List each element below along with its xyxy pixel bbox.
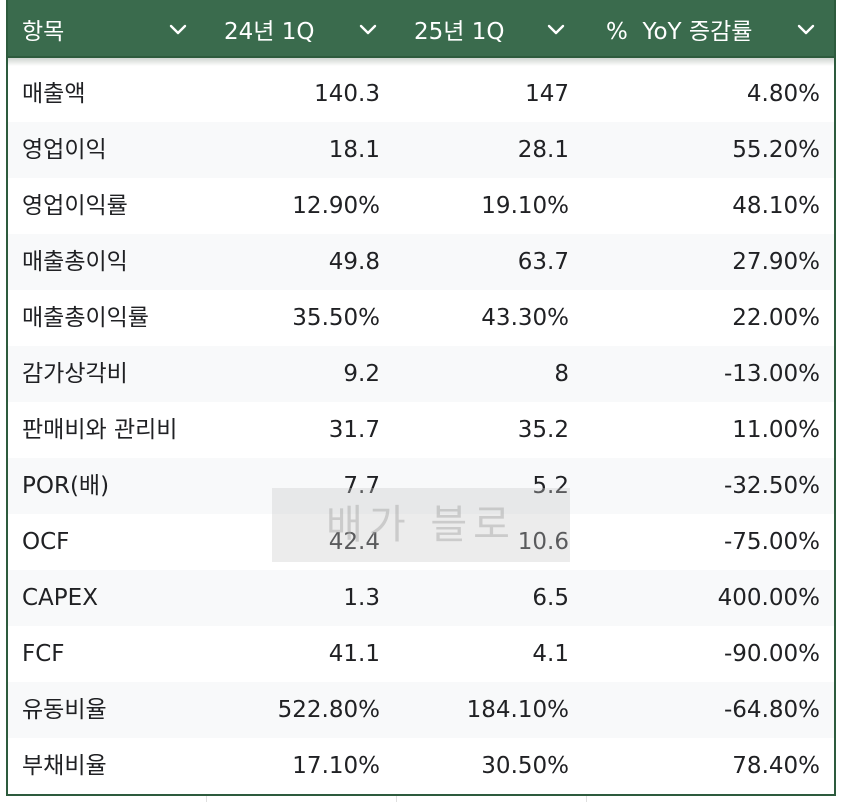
cell-yoy-value[interactable]: 27.90% — [732, 249, 820, 275]
grid-line — [396, 796, 397, 802]
header-label-q25: 25년 1Q — [414, 19, 505, 45]
cell-yoy-value[interactable]: 400.00% — [717, 585, 820, 611]
table-row[interactable]: 매출액 140.3 147 4.80% — [8, 66, 834, 122]
cell-item-name[interactable]: 부채비율 — [22, 753, 107, 779]
table-row[interactable]: POR(배) 7.7 5.2 -32.50% — [8, 458, 834, 514]
cell-item-name[interactable]: 매출총이익 — [22, 249, 128, 275]
cell-q25-value[interactable]: 5.2 — [532, 473, 569, 499]
cell-q24-value[interactable]: 140.3 — [314, 81, 380, 107]
header-label-item: 항목 — [22, 19, 65, 45]
table-row[interactable]: FCF 41.1 4.1 -90.00% — [8, 626, 834, 682]
chevron-down-icon[interactable] — [168, 19, 188, 39]
cell-item-name[interactable]: 영업이익 — [22, 137, 107, 163]
grid-line — [586, 796, 587, 802]
cell-q25-value[interactable]: 8 — [554, 361, 569, 387]
cell-q24-value[interactable]: 1.3 — [343, 585, 380, 611]
header-cell-q24[interactable]: 24년 1Q — [224, 0, 384, 58]
cell-item-name[interactable]: 감가상각비 — [22, 361, 128, 387]
cell-q24-value[interactable]: 522.80% — [277, 697, 380, 723]
table-row[interactable]: 매출총이익률 35.50% 43.30% 22.00% — [8, 290, 834, 346]
data-table: 항목 24년 1Q 25년 1Q % YoY 증감률 — [6, 0, 836, 796]
table-row[interactable]: 판매비와 관리비 31.7 35.2 11.00% — [8, 402, 834, 458]
table-row[interactable]: 감가상각비 9.2 8 -13.00% — [8, 346, 834, 402]
cell-yoy-value[interactable]: -64.80% — [724, 697, 820, 723]
cell-yoy-value[interactable]: 55.20% — [732, 137, 820, 163]
header-shadow — [8, 58, 834, 66]
cell-yoy-value[interactable]: 4.80% — [746, 81, 820, 107]
cell-q25-value[interactable]: 30.50% — [481, 753, 569, 779]
cell-item-name[interactable]: 매출총이익률 — [22, 305, 149, 331]
cell-q25-value[interactable]: 63.7 — [517, 249, 569, 275]
cell-item-name[interactable]: FCF — [22, 641, 65, 667]
cell-item-name[interactable]: 판매비와 관리비 — [22, 417, 178, 443]
header-cell-q25[interactable]: 25년 1Q — [414, 0, 574, 58]
cell-item-name[interactable]: POR(배) — [22, 473, 110, 499]
cell-q24-value[interactable]: 7.7 — [343, 473, 380, 499]
table-row[interactable]: 영업이익률 12.90% 19.10% 48.10% — [8, 178, 834, 234]
chevron-down-icon[interactable] — [546, 19, 566, 39]
header-label-yoy: % YoY 증감률 — [606, 19, 753, 45]
cell-yoy-value[interactable]: 22.00% — [732, 305, 820, 331]
watermark: 배가 블로 — [272, 488, 570, 562]
cell-q25-value[interactable]: 147 — [525, 81, 569, 107]
cell-q25-value[interactable]: 10.6 — [517, 529, 569, 555]
cell-q24-value[interactable]: 17.10% — [292, 753, 380, 779]
header-cell-yoy[interactable]: % YoY 증감률 — [606, 0, 806, 58]
cell-q25-value[interactable]: 43.30% — [481, 305, 569, 331]
chevron-down-icon[interactable] — [796, 19, 816, 39]
grid-line — [206, 796, 207, 802]
cell-q25-value[interactable]: 35.2 — [517, 417, 569, 443]
cell-yoy-value[interactable]: -32.50% — [724, 473, 820, 499]
header-label-q24: 24년 1Q — [224, 19, 315, 45]
cell-q24-value[interactable]: 12.90% — [292, 193, 380, 219]
cell-yoy-value[interactable]: -90.00% — [724, 641, 820, 667]
cell-q24-value[interactable]: 18.1 — [328, 137, 380, 163]
cell-q25-value[interactable]: 4.1 — [532, 641, 569, 667]
cell-q24-value[interactable]: 41.1 — [328, 641, 380, 667]
cell-yoy-value[interactable]: 78.40% — [732, 753, 820, 779]
table-header: 항목 24년 1Q 25년 1Q % YoY 증감률 — [8, 0, 834, 58]
table-row[interactable]: CAPEX 1.3 6.5 400.00% — [8, 570, 834, 626]
table-row[interactable]: 유동비율 522.80% 184.10% -64.80% — [8, 682, 834, 738]
table-row[interactable]: 영업이익 18.1 28.1 55.20% — [8, 122, 834, 178]
table-row[interactable]: OCF 42.4 10.6 -75.00% — [8, 514, 834, 570]
cell-yoy-value[interactable]: -13.00% — [724, 361, 820, 387]
table-row[interactable]: 매출총이익 49.8 63.7 27.90% — [8, 234, 834, 290]
cell-yoy-value[interactable]: 11.00% — [732, 417, 820, 443]
cell-q24-value[interactable]: 9.2 — [343, 361, 380, 387]
table-body: 매출액 140.3 147 4.80% 영업이익 18.1 28.1 55.20% 영업이익률 1… — [8, 66, 834, 794]
table-row[interactable]: 부채비율 17.10% 30.50% 78.40% — [8, 738, 834, 794]
cell-item-name[interactable]: 매출액 — [22, 81, 86, 107]
chevron-down-icon[interactable] — [358, 19, 378, 39]
cell-q24-value[interactable]: 31.7 — [328, 417, 380, 443]
header-cell-item[interactable]: 항목 — [22, 0, 202, 58]
cell-q25-value[interactable]: 184.10% — [466, 697, 569, 723]
cell-item-name[interactable]: OCF — [22, 529, 70, 555]
cell-yoy-value[interactable]: -75.00% — [724, 529, 820, 555]
cell-yoy-value[interactable]: 48.10% — [732, 193, 820, 219]
cell-item-name[interactable]: CAPEX — [22, 585, 98, 611]
cell-q24-value[interactable]: 42.4 — [328, 529, 380, 555]
cell-q24-value[interactable]: 35.50% — [292, 305, 380, 331]
cell-q25-value[interactable]: 28.1 — [517, 137, 569, 163]
cell-q25-value[interactable]: 6.5 — [532, 585, 569, 611]
cell-q24-value[interactable]: 49.8 — [328, 249, 380, 275]
cell-q25-value[interactable]: 19.10% — [481, 193, 569, 219]
cell-item-name[interactable]: 유동비율 — [22, 697, 107, 723]
cell-item-name[interactable]: 영업이익률 — [22, 193, 128, 219]
